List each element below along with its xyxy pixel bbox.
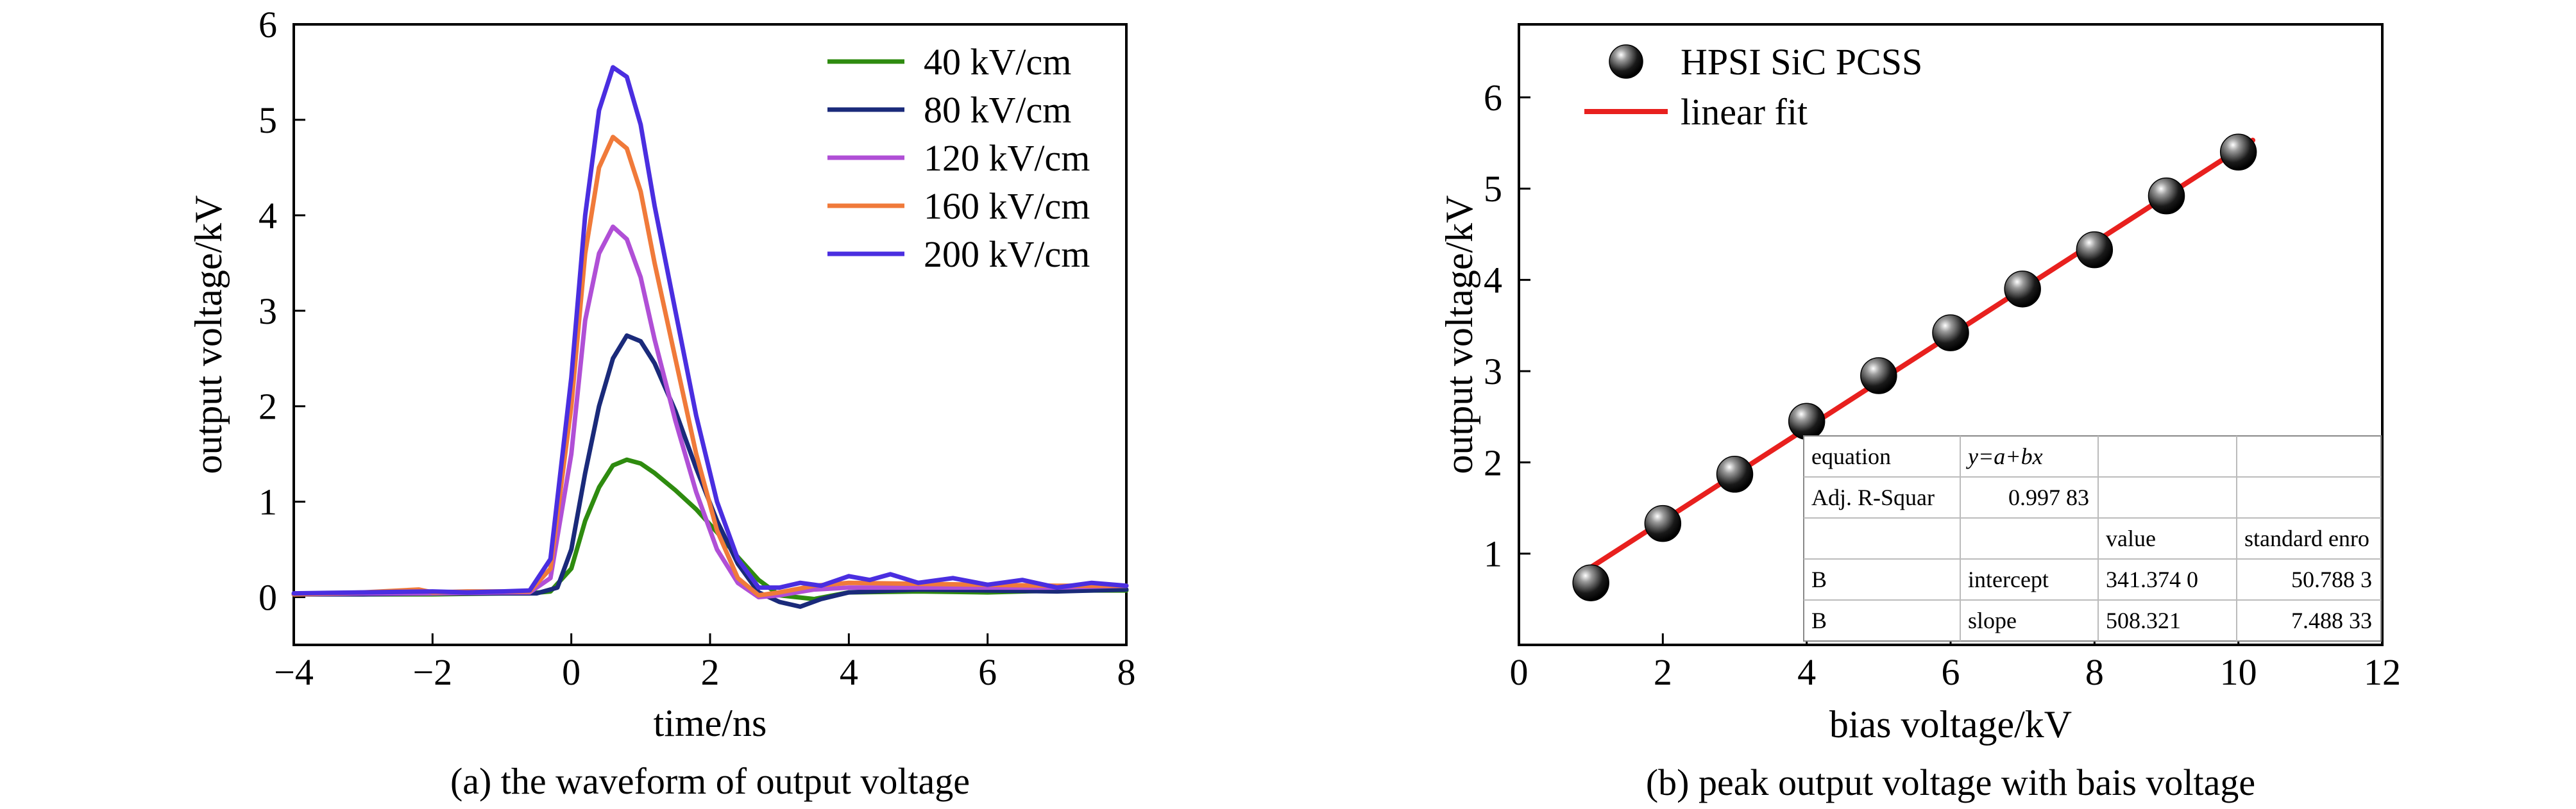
chart-b-caption: (b) peak output voltage with bais voltag… (1646, 762, 2255, 803)
chart-a-y-tick-label: 0 (258, 577, 277, 619)
chart-a-y-axis-label: output voltage/kV (187, 196, 230, 474)
chart-a-x-tick-label: −2 (412, 651, 452, 693)
chart-a-x-tick-label: 8 (1117, 651, 1136, 693)
chart-b-x-tick-label: 6 (1942, 651, 1960, 693)
chart-a-x-tick-label: −4 (274, 651, 314, 693)
chart-a-legend-label-2: 80 kV/cm (924, 89, 1071, 131)
chart-b-fit-table-cell: value (2106, 526, 2156, 551)
chart-b-y-tick-label: 6 (1484, 77, 1502, 119)
chart-a-caption: (a) the waveform of output voltage (450, 760, 970, 802)
chart-b-point-2 (1644, 505, 1682, 542)
chart-a-waveform: −4 −2 0 2 4 6 8 0 1 2 3 4 5 6 40 kV/cm 80 kV/cm 120 kV/… (187, 4, 1136, 802)
chart-b-point-8 (2076, 231, 2114, 269)
chart-b-legend-marker-points (1609, 44, 1643, 79)
chart-a-legend: 40 kV/cm 80 kV/cm 120 kV/cm 160 kV/cm 200 kV… (827, 41, 1090, 275)
chart-b-y-tick-label: 4 (1484, 260, 1502, 301)
chart-b-fit-line-path (1588, 137, 2256, 570)
chart-b-fit-line (1588, 137, 2256, 570)
chart-b-fit-table-cell: y=a+bx (1966, 444, 2043, 469)
chart-b-fit-table: equation y=a+bx Adj. R-Squar 0.997 83 value s… (1803, 435, 2382, 642)
chart-b-x-tick-label: 8 (2085, 651, 2104, 693)
chart-b-fit-table-cell: standard enro (2244, 526, 2369, 551)
chart-a-axis-ticks: −4 −2 0 2 4 6 8 0 1 2 3 4 5 6 (258, 4, 1136, 693)
chart-a-series-line-3 (291, 224, 1129, 599)
chart-b-fit-table-cell: 0.997 83 (2008, 485, 2089, 510)
chart-a-y-tick-label: 4 (258, 195, 277, 237)
chart-b-fit-table-cell: B (1811, 608, 1827, 633)
chart-b-x-axis-label: bias voltage/kV (1829, 703, 2072, 746)
chart-a-y-tick-label: 3 (258, 290, 277, 332)
chart-b-fit-table-cell: 7.488 33 (2291, 608, 2372, 633)
chart-b-x-tick-label: 2 (1654, 651, 1672, 693)
chart-b-fit-table-cell: intercept (1968, 567, 2049, 592)
chart-b-y-axis-label: output voltage/kV (1438, 196, 1480, 474)
chart-b-y-tick-label: 1 (1484, 533, 1502, 575)
chart-b-fit-table-cell: B (1811, 567, 1827, 592)
chart-a-series-line-5 (291, 65, 1129, 596)
chart-a-y-tick-label: 6 (258, 4, 277, 46)
chart-a-legend-label-5: 200 kV/cm (924, 233, 1090, 275)
chart-b-legend-label-fit: linear fit (1681, 91, 1808, 133)
chart-a-x-axis-label: time/ns (654, 702, 767, 744)
chart-a-x-tick-label: 2 (701, 651, 720, 693)
chart-a-legend-label-1: 40 kV/cm (924, 41, 1071, 83)
chart-b-point-10 (2219, 133, 2257, 171)
chart-b-fit-table-frame (1803, 435, 2382, 642)
chart-b-point-4 (1788, 403, 1826, 440)
chart-b-point-3 (1716, 456, 1754, 493)
chart-b-point-9 (2148, 177, 2185, 215)
chart-a-y-tick-label: 2 (258, 386, 277, 428)
chart-b-y-tick-label: 3 (1484, 351, 1502, 392)
chart-a-series-lines (291, 65, 1129, 609)
chart-b-scatter-points (1572, 133, 2257, 601)
chart-b-fit-table-cell: 50.788 3 (2291, 567, 2372, 592)
chart-b-legend: HPSI SiC PCSS linear fit (1584, 41, 1922, 133)
chart-b-point-7 (2004, 271, 2041, 308)
chart-b-x-tick-label: 4 (1797, 651, 1816, 693)
chart-b-y-tick-label: 5 (1484, 168, 1502, 210)
chart-b-x-tick-label: 10 (2220, 651, 2257, 693)
chart-b-fit-table-cell: slope (1968, 608, 2017, 633)
chart-a-x-tick-label: 6 (978, 651, 997, 693)
chart-b-point-5 (1860, 357, 1897, 394)
chart-a-x-tick-label: 0 (562, 651, 580, 693)
chart-b-fit-table-cell: Adj. R-Squar (1811, 485, 1935, 510)
chart-b-legend-label-points: HPSI SiC PCSS (1681, 41, 1922, 83)
chart-a-legend-label-4: 160 kV/cm (924, 185, 1090, 227)
chart-b-fit-table-cell: equation (1811, 444, 1891, 469)
chart-a-y-tick-label: 1 (258, 481, 277, 523)
chart-a-x-tick-label: 4 (840, 651, 858, 693)
chart-b-y-tick-label: 2 (1484, 442, 1502, 483)
chart-b-fit-table-cell: 341.374 0 (2106, 567, 2198, 592)
chart-b-x-tick-label: 12 (2364, 651, 2401, 693)
chart-b-fit-table-cell: 508.321 (2106, 608, 2181, 633)
chart-b-point-6 (1932, 314, 1969, 351)
chart-b-x-tick-label: 0 (1510, 651, 1529, 693)
chart-a-y-tick-label: 5 (258, 99, 277, 141)
chart-b-point-1 (1572, 564, 1609, 601)
chart-a-legend-label-3: 120 kV/cm (924, 137, 1090, 179)
